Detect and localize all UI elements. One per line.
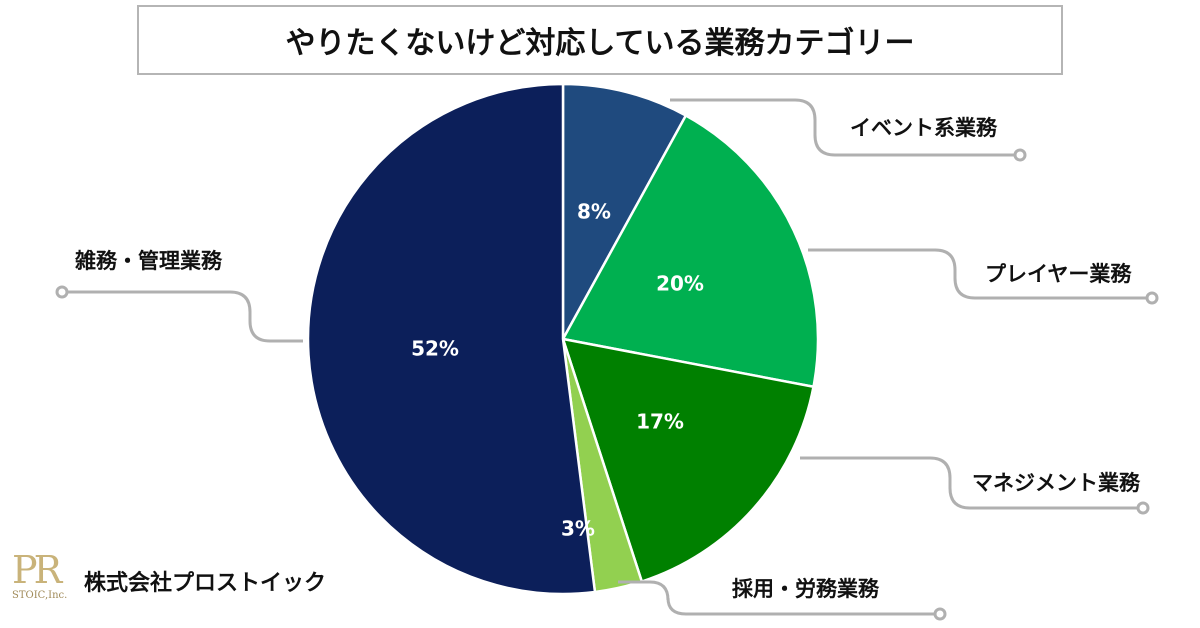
legend-label-misc: 雑務・管理業務 bbox=[75, 249, 222, 273]
legend-label-player: プレイヤー業務 bbox=[985, 262, 1132, 286]
leader-line bbox=[800, 456, 1137, 510]
leader-line bbox=[808, 248, 1146, 300]
slice-value-label: 20% bbox=[656, 272, 704, 296]
slice-value-label: 3% bbox=[561, 517, 595, 541]
leader-dot bbox=[1136, 501, 1150, 515]
chart-title: やりたくないけど対応している業務カテゴリー bbox=[137, 5, 1063, 75]
logo-mark: PR bbox=[12, 548, 62, 592]
legend-label-management: マネジメント業務 bbox=[972, 471, 1140, 495]
logo-subtext: STOIC,Inc. bbox=[12, 590, 68, 601]
leader-dot bbox=[1145, 291, 1159, 305]
leader-line bbox=[670, 98, 1014, 157]
company-name: 株式会社プロストイック bbox=[84, 571, 327, 596]
pie-slice bbox=[561, 337, 815, 584]
pie-slice bbox=[306, 82, 597, 596]
leader-line bbox=[618, 580, 934, 616]
leader-line bbox=[68, 290, 303, 343]
leader-dot bbox=[1013, 148, 1027, 162]
slice-value-label: 17% bbox=[636, 410, 684, 434]
pie-slice bbox=[561, 82, 688, 340]
company-logo: PR STOIC,Inc. bbox=[12, 550, 72, 620]
legend-label-recruiting: 採用・労務業務 bbox=[732, 577, 879, 601]
leader-dot bbox=[55, 285, 69, 299]
slice-value-label: 8% bbox=[577, 200, 611, 224]
slice-value-label: 52% bbox=[411, 337, 459, 361]
pie-slice bbox=[561, 113, 820, 389]
legend-label-event: イベント系業務 bbox=[850, 116, 997, 140]
leader-dot bbox=[933, 607, 947, 621]
